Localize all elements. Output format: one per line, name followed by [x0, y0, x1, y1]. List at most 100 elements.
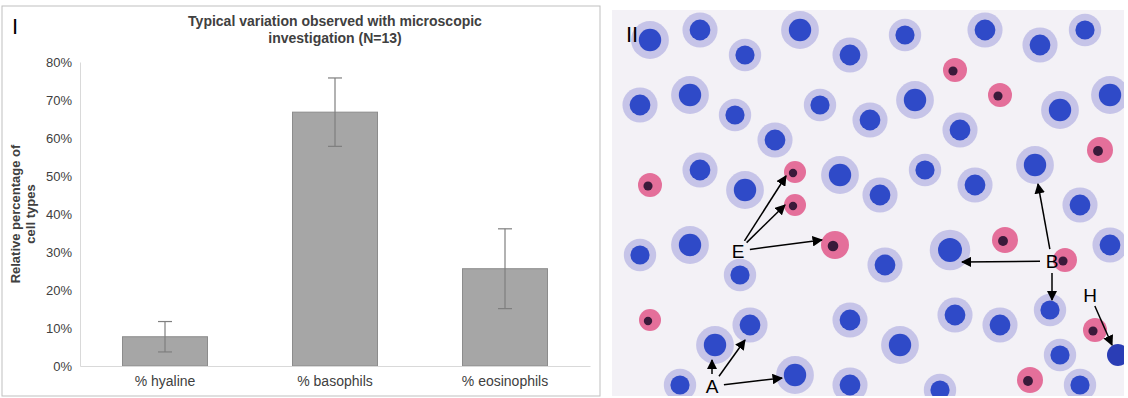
cell-nucleus	[679, 234, 701, 256]
cell-body	[967, 12, 1002, 47]
y-tick: 80%	[46, 55, 80, 70]
cell-nucleus	[1023, 376, 1033, 386]
cell-nucleus	[1075, 20, 1094, 39]
cell-nucleus	[840, 45, 861, 66]
y-tick: 40%	[46, 207, 80, 222]
cell-body	[729, 39, 761, 71]
y-tick: 50%	[46, 169, 80, 184]
y-tick-label: 10%	[46, 321, 72, 336]
cell-nucleus	[945, 305, 966, 326]
y-tick: 70%	[46, 93, 80, 108]
arrow	[962, 260, 1040, 262]
cell-nucleus	[950, 120, 971, 141]
panel-label: I	[12, 14, 18, 39]
cell-nucleus	[828, 241, 839, 252]
cell-body	[896, 81, 934, 119]
y-tick-label: 50%	[46, 169, 72, 184]
cell-nucleus	[870, 185, 891, 206]
cell	[852, 102, 887, 137]
cell-nucleus	[630, 95, 651, 116]
y-tick-label: 30%	[46, 245, 72, 260]
cell	[1062, 187, 1097, 222]
error-bar-stem	[504, 229, 505, 309]
cell-nucleus	[789, 202, 797, 210]
cell-body	[624, 239, 656, 271]
cell-body	[671, 226, 709, 264]
text-line: Relative percentage of	[8, 144, 23, 283]
y-axis-title: Relative percentage ofcell types	[8, 144, 38, 283]
cell-body	[784, 194, 806, 216]
cell-body	[682, 12, 717, 47]
cell-nucleus	[670, 375, 689, 394]
cell	[1091, 76, 1124, 114]
cell-nucleus	[938, 238, 962, 262]
cell	[639, 309, 661, 331]
cell-body	[724, 259, 756, 291]
cell	[957, 167, 992, 202]
cell	[682, 12, 717, 47]
cell-nucleus	[734, 179, 756, 201]
cell	[1044, 339, 1076, 371]
arrow	[711, 360, 713, 374]
cell	[729, 39, 761, 71]
cell	[732, 307, 767, 342]
x-axis-line	[81, 366, 591, 367]
text-line: cell types	[23, 184, 38, 243]
cell-body	[1069, 14, 1101, 46]
cell	[1083, 318, 1107, 342]
y-tick-label: 40%	[46, 207, 72, 222]
cell	[726, 171, 764, 209]
micrograph-background	[612, 10, 1124, 396]
cell	[982, 307, 1017, 342]
error-bar-cap	[498, 308, 512, 309]
cell	[1016, 146, 1054, 184]
cell-body	[776, 356, 814, 394]
cell-body	[671, 76, 709, 114]
cell	[664, 369, 696, 396]
cell-body	[832, 367, 867, 396]
micrograph-image	[612, 10, 1124, 396]
cell-body	[881, 326, 919, 364]
cell-body	[924, 374, 956, 396]
cell-body	[930, 230, 971, 271]
cell-body	[867, 247, 902, 282]
y-tick: 10%	[46, 321, 80, 336]
cell	[1069, 14, 1101, 46]
cell-body	[942, 112, 977, 147]
figure: Typical variation observed with microsco…	[0, 0, 1128, 398]
cell	[757, 122, 792, 157]
error-bar	[328, 78, 342, 146]
cell-body	[1087, 137, 1113, 163]
cell	[638, 173, 662, 197]
cell-nucleus	[1040, 300, 1059, 319]
cell-body	[1041, 91, 1079, 129]
cell	[1017, 367, 1043, 393]
error-bar-stem	[164, 322, 165, 352]
cell-nucleus	[860, 110, 881, 131]
error-bar-stem	[334, 78, 335, 146]
cell-body	[639, 309, 661, 331]
error-bar-cap	[328, 146, 342, 147]
cell-nucleus	[704, 334, 726, 356]
cell-nucleus	[965, 175, 986, 196]
arrow	[747, 205, 785, 243]
cell	[832, 302, 867, 337]
cell-nucleus	[643, 181, 652, 190]
cell-nucleus	[875, 255, 896, 276]
cell-nucleus	[730, 265, 749, 284]
y-axis: 0%10%20%30%40%50%60%70%80%	[46, 55, 81, 374]
cell	[1064, 369, 1096, 396]
cell-body	[821, 156, 859, 194]
cell-nucleus	[975, 20, 996, 41]
cell-nucleus	[1049, 99, 1071, 121]
cell-nucleus	[679, 84, 701, 106]
cell	[804, 89, 836, 121]
cell-nucleus	[1088, 326, 1097, 335]
cell-body	[992, 227, 1018, 253]
cell	[867, 247, 902, 282]
error-bar-cap	[328, 77, 342, 78]
cell-nucleus	[789, 169, 797, 177]
cell-nucleus	[690, 160, 711, 181]
cell	[832, 367, 867, 396]
cell-nucleus	[784, 364, 806, 386]
